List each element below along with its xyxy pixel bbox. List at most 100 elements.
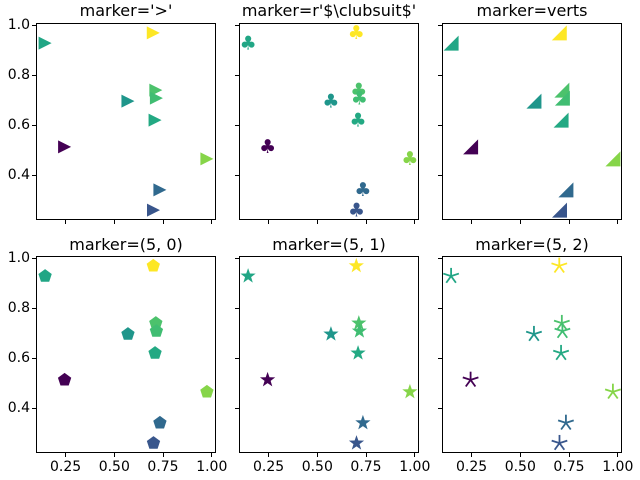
y-tick-mark (235, 25, 239, 27)
x-tick-label: 0.50 (98, 459, 130, 475)
scatter-marker-asterisk5 (557, 414, 574, 431)
scatter-marker-right-triangle (200, 152, 214, 166)
x-tick-mark (617, 220, 619, 224)
scatter-marker-verts-right-triangle (551, 25, 567, 41)
y-tick-mark (235, 358, 239, 360)
plot-area-verts (438, 23, 622, 224)
y-tick-mark (32, 175, 36, 177)
scatter-marker-right-triangle (58, 140, 72, 154)
y-tick-mark (438, 25, 442, 27)
y-tick-label: 0.4 (7, 166, 30, 183)
scatter-marker-star5 (350, 345, 366, 360)
scatter-marker-verts-right-triangle (554, 82, 570, 98)
scatter-marker-asterisk5 (462, 371, 479, 388)
scatter-marker-clubsuit: ♣ (350, 79, 367, 101)
y-tick-mark (438, 258, 442, 260)
y-tick-mark (438, 408, 442, 410)
subplot-title-clubsuit: marker=r'$\clubsuit$' (241, 1, 417, 20)
y-tick-mark (438, 175, 442, 177)
x-tick-mark (316, 220, 318, 224)
scatter-layer (38, 258, 214, 449)
scatter-marker-clubsuit: ♣ (348, 199, 365, 221)
scatter-marker-clubsuit: ♣ (354, 179, 371, 201)
subplot-title-right-triangle: marker='>' (79, 1, 173, 20)
scatter-marker-right-triangle (148, 113, 162, 127)
x-tick-mark (617, 453, 619, 457)
scatter-marker-pentagon (149, 324, 164, 337)
x-tick-label: 0.75 (350, 459, 382, 475)
x-tick-mark (365, 220, 367, 224)
x-tick-label: 0.50 (504, 459, 536, 475)
scatter-marker-star5 (351, 315, 367, 330)
y-tick-mark (438, 358, 442, 360)
scatter-marker-right-triangle (146, 26, 160, 40)
scatter-marker-right-triangle (146, 203, 160, 217)
y-tick-mark (438, 75, 442, 77)
scatter-marker-verts-right-triangle (526, 93, 542, 109)
scatter-marker-pentagon (148, 346, 162, 359)
scatter-marker-pentagon (121, 327, 135, 340)
y-tick-mark (32, 258, 36, 260)
x-tick-mark (65, 220, 67, 224)
subplot-title-verts: marker=verts (476, 1, 588, 20)
scatter-marker-star5 (355, 414, 371, 430)
x-tick-label: 1.00 (399, 459, 431, 475)
y-tick-mark (32, 75, 36, 77)
y-tick-label: 0.6 (7, 116, 30, 133)
y-tick-mark (438, 125, 442, 127)
scatter-marker-verts-right-triangle (551, 202, 567, 218)
x-tick-mark (211, 220, 213, 224)
x-tick-mark (162, 453, 164, 457)
scatter-marker-clubsuit: ♣ (322, 90, 339, 112)
y-tick-mark (235, 175, 239, 177)
subplot-title-asterisk: marker=(5, 2) (475, 235, 589, 254)
x-tick-mark (414, 453, 416, 457)
x-tick-mark (568, 220, 570, 224)
scatter-marker-right-triangle (149, 91, 163, 105)
scatter-marker-clubsuit: ♣ (350, 109, 367, 131)
scatter-marker-asterisk5 (551, 257, 568, 274)
scatter-marker-asterisk5 (552, 344, 570, 361)
scatter-layer: ♣ ♣♣ ♣♣♣♣♣♣♣ (240, 22, 419, 221)
scatter-marker-right-triangle (121, 94, 135, 108)
scatter-marker-asterisk5 (553, 314, 570, 331)
scatter-marker-star5 (351, 323, 368, 338)
y-tick-mark (438, 308, 442, 310)
scatter-marker-verts-right-triangle (463, 139, 479, 155)
x-tick-mark (316, 453, 318, 457)
y-tick-mark (32, 125, 36, 127)
x-tick-mark (162, 220, 164, 224)
y-tick-mark (235, 308, 239, 310)
scatter-marker-star5 (348, 435, 365, 450)
scatter-marker-star5 (240, 268, 256, 283)
x-tick-mark (414, 220, 416, 224)
x-tick-mark (471, 220, 473, 224)
y-tick-mark (32, 408, 36, 410)
scatter-marker-clubsuit: ♣ (351, 87, 368, 109)
plot-area-star: 0.25 0.50 0.75 1.00 (235, 256, 430, 475)
subplot-title-pentagon: marker=(5, 0) (69, 235, 183, 254)
y-tick-mark (32, 25, 36, 27)
scatter-marker-verts-right-triangle (554, 90, 570, 106)
y-tick-label: 0.4 (7, 399, 30, 416)
x-tick-label: 0.25 (50, 459, 82, 475)
plot-area-clubsuit: ♣ ♣ ♣ ♣ ♣ ♣ ♣ ♣ ♣ ♣ (235, 22, 419, 224)
x-tick-label: 1.00 (196, 459, 228, 475)
y-tick-label: 0.8 (7, 299, 30, 316)
scatter-marker-verts-right-triangle (558, 182, 574, 198)
scatter-marker-clubsuit: ♣ (259, 136, 276, 158)
y-tick-label: 1.0 (7, 249, 30, 266)
y-tick-mark (32, 358, 36, 360)
x-tick-label: 1.00 (602, 459, 634, 475)
scatter-marker-verts-right-triangle (553, 112, 569, 128)
x-tick-label: 0.25 (253, 459, 285, 475)
scatter-marker-star5 (259, 371, 276, 387)
scatter-marker-asterisk5 (551, 434, 568, 451)
y-tick-mark (235, 258, 239, 260)
plot-area-asterisk: 0.25 0.50 0.75 1.00 (438, 256, 633, 475)
y-tick-label: 0.6 (7, 349, 30, 366)
scatter-marker-right-triangle (153, 183, 167, 197)
x-tick-mark (211, 453, 213, 457)
scatter-marker-pentagon (38, 269, 52, 282)
y-tick-mark (235, 75, 239, 77)
